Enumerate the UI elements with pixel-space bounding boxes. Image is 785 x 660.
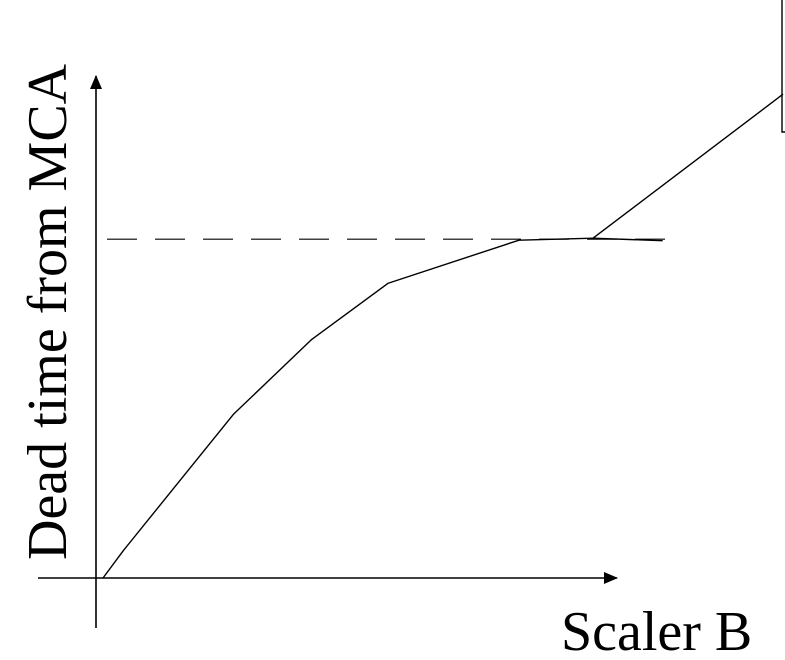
series-layer <box>102 93 784 579</box>
corner-bracket <box>781 0 785 133</box>
series-line-1 <box>102 237 594 579</box>
series-line-2 <box>592 237 663 242</box>
y-axis-label: Dead time from MCA <box>17 63 79 560</box>
x-axis-label: Scaler B <box>561 601 752 660</box>
series-line-3 <box>592 93 784 239</box>
axes-layer <box>38 75 618 628</box>
